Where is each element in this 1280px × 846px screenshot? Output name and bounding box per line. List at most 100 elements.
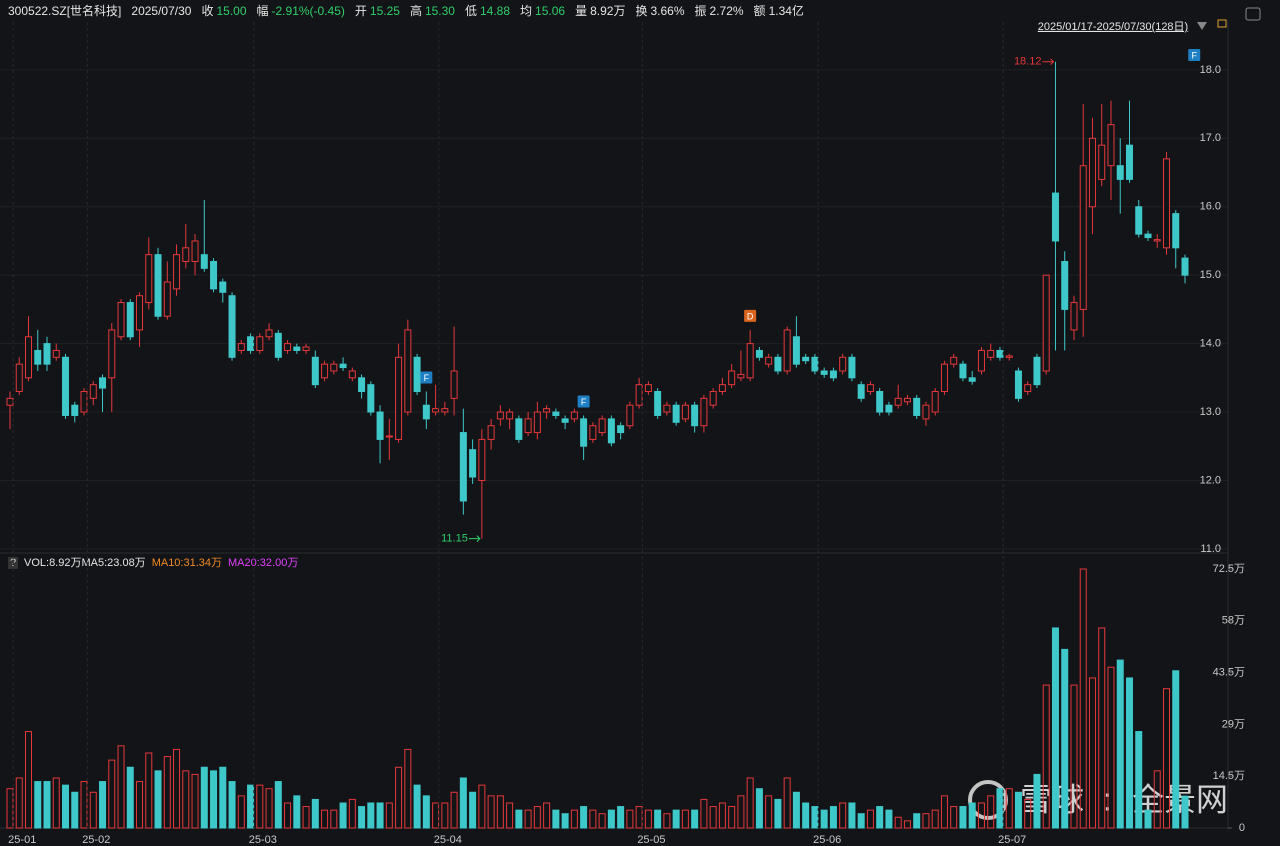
candle-body — [626, 404, 634, 427]
candle-body — [487, 425, 495, 440]
volume-bar — [1153, 770, 1161, 829]
candle-body — [62, 356, 70, 416]
candle-body — [691, 404, 699, 427]
volume-bar — [1172, 670, 1180, 829]
volume-bar — [811, 806, 819, 829]
volume-bar — [367, 802, 375, 829]
volume-bar — [922, 813, 930, 829]
quote-label: 开 — [354, 4, 367, 18]
legend-entry: VOL:8.92万 — [24, 557, 81, 569]
volume-bar — [561, 813, 569, 829]
volume-bar — [228, 781, 236, 829]
volume-bar — [274, 781, 282, 829]
candle-body — [145, 254, 153, 304]
quote-label: 换 — [635, 4, 648, 18]
candle-body — [820, 370, 828, 375]
volume-bar — [1014, 791, 1022, 829]
candle-body — [644, 384, 652, 393]
volume-bar — [247, 784, 255, 829]
candle-body — [330, 363, 338, 372]
candle-body — [524, 418, 532, 434]
candle-body — [1172, 213, 1180, 249]
candle-body — [80, 391, 88, 413]
volume-bar — [940, 795, 948, 829]
volume-bar — [765, 795, 773, 829]
volume-bar — [108, 759, 116, 829]
candle-body — [469, 449, 477, 478]
event-marker[interactable]: D — [744, 309, 757, 322]
y-tick-label: 43.5万 — [1213, 667, 1245, 679]
quote-item: 高 15.30 — [410, 2, 455, 20]
volume-bar — [52, 777, 60, 829]
candle-body — [977, 349, 985, 372]
candle-body — [228, 295, 236, 358]
event-label: D — [747, 311, 754, 321]
quote-item: 量 8.92万 — [575, 2, 625, 20]
volume-bar — [210, 770, 218, 829]
settings-icon[interactable] — [1245, 7, 1261, 21]
x-tick-label: 25-02 — [82, 834, 110, 846]
y-tick-label: 11.0 — [1200, 543, 1221, 555]
volume-bar — [62, 784, 70, 829]
range-label[interactable]: 2025/01/17-2025/07/30(128日) — [1038, 21, 1188, 33]
volume-bar — [302, 806, 310, 829]
volume-bar — [1181, 795, 1189, 829]
volume-bar — [182, 770, 190, 829]
candle-body — [265, 329, 273, 338]
volume-bar — [89, 791, 97, 829]
volume-bar — [848, 802, 856, 829]
candle-body — [755, 349, 763, 358]
candle-body — [589, 425, 597, 440]
event-marker[interactable]: F — [420, 371, 433, 384]
y-tick-label: 13.0 — [1200, 406, 1221, 418]
candle-body — [765, 356, 773, 365]
volume-bar — [284, 802, 292, 829]
volume-bar — [515, 809, 523, 829]
volume-bar — [672, 809, 680, 829]
volume-bar — [524, 809, 532, 829]
volume-bar — [487, 795, 495, 829]
candle-body — [635, 384, 643, 406]
candle-body — [496, 411, 504, 420]
volume-bar — [737, 795, 745, 829]
candle-body — [219, 281, 227, 293]
volume-bar — [718, 802, 726, 829]
volume-bar — [145, 752, 153, 829]
candle-body — [533, 411, 541, 434]
event-badge — [577, 395, 590, 408]
candle-body — [6, 397, 14, 406]
volume-bar — [1125, 677, 1133, 829]
volume-bar — [1061, 648, 1069, 829]
candle-body — [783, 329, 791, 372]
candle-body — [1079, 165, 1087, 310]
volume-bar — [654, 809, 662, 829]
watermark-sep: : — [1103, 781, 1112, 817]
candle-body — [1070, 302, 1078, 331]
quote-label: 幅 — [256, 4, 269, 18]
volume-bar — [34, 781, 42, 829]
volume-bar — [348, 798, 356, 829]
candle-body — [903, 397, 911, 403]
candle-body — [108, 329, 116, 379]
candle-body — [913, 397, 921, 416]
volume-bar — [117, 745, 125, 829]
event-marker[interactable]: F — [577, 395, 590, 408]
volume-bar — [1107, 666, 1115, 829]
event-marker[interactable]: F — [1188, 49, 1201, 61]
quote-label: 量 — [575, 4, 588, 18]
volume-bar — [774, 798, 782, 829]
volume-bar — [533, 806, 541, 829]
volume-bar — [339, 802, 347, 829]
quote-item: 换 3.66% — [635, 2, 684, 20]
lock-icon[interactable] — [1217, 19, 1227, 28]
volume-bar — [1005, 788, 1013, 829]
event-badge — [1188, 49, 1201, 61]
volume-bar — [783, 777, 791, 829]
volume-bar — [237, 795, 245, 829]
dropdown-icon[interactable] — [1197, 22, 1207, 30]
candle-body — [71, 404, 79, 416]
x-tick-label: 25-07 — [998, 834, 1026, 846]
y-tick-label: 14.5万 — [1213, 770, 1245, 782]
x-tick-label: 25-01 — [8, 834, 36, 846]
candle-body — [1181, 257, 1189, 276]
